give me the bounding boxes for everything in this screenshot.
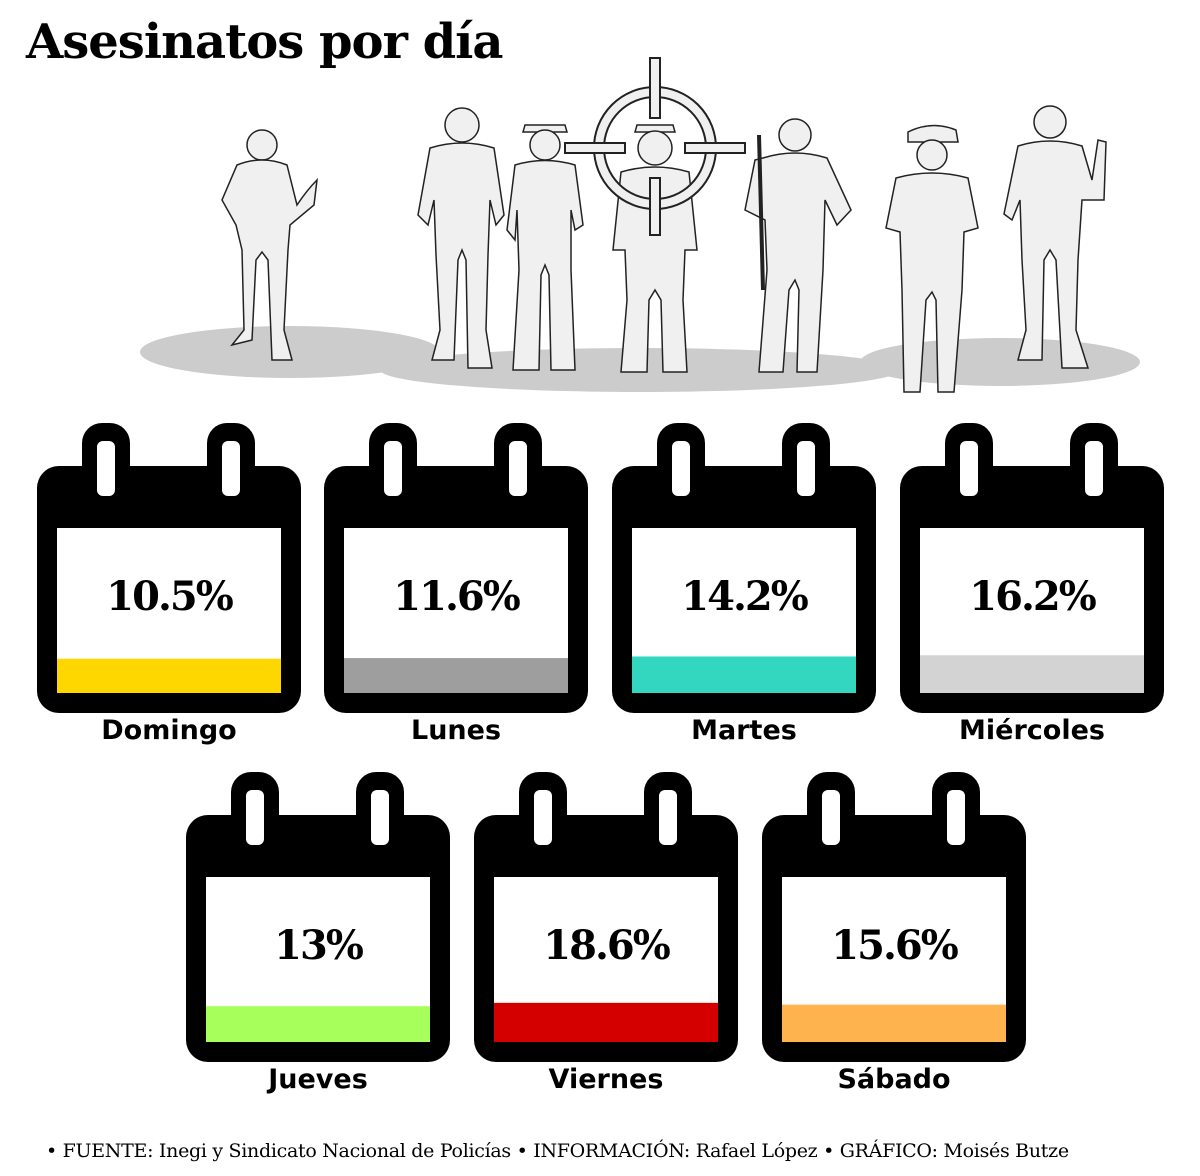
calendar-icon	[762, 772, 1026, 1062]
calendar-card: 11.6% Lunes	[324, 423, 588, 746]
crosshair-icon	[564, 57, 746, 236]
police-silhouette-icon	[612, 124, 698, 373]
calendar-icon	[37, 423, 301, 713]
percentage-label: 16.2%	[969, 573, 1096, 620]
police-silhouette-icon	[417, 107, 505, 369]
day-label: Domingo	[101, 715, 237, 746]
value-bar	[782, 1004, 1006, 1042]
percentage-label: 13%	[274, 922, 364, 969]
footer-credits: • FUENTE: Inegi y Sindicato Nacional de …	[46, 1140, 1069, 1162]
percentage-label: 11.6%	[393, 573, 520, 620]
day-label: Miércoles	[959, 715, 1105, 746]
value-bar	[344, 658, 568, 693]
day-label: Lunes	[410, 715, 502, 746]
calendar-icon	[900, 423, 1164, 713]
calendar-icon	[612, 423, 876, 713]
calendar-card: 15.6% Sábado	[762, 772, 1026, 1095]
day-label: Martes	[691, 715, 797, 746]
calendar-card: 13% Jueves	[186, 772, 450, 1095]
percentage-label: 14.2%	[681, 573, 808, 620]
page-title: Asesinatos por día	[26, 14, 503, 70]
percentage-label: 10.5%	[106, 573, 233, 620]
day-label: Sábado	[837, 1064, 951, 1095]
police-silhouette-icon	[1003, 105, 1107, 369]
value-bar	[494, 1002, 718, 1042]
police-silhouette-icon	[221, 129, 319, 361]
calendar-card: 10.5% Domingo	[37, 423, 301, 746]
percentage-label: 15.6%	[831, 922, 958, 969]
calendar-card: 14.2% Martes	[612, 423, 876, 746]
value-bar	[920, 655, 1144, 693]
calendar-card: 18.6% Viernes	[474, 772, 738, 1095]
calendar-card: 16.2% Miércoles	[900, 423, 1164, 746]
calendar-icon	[186, 772, 450, 1062]
police-illustration	[140, 57, 1140, 393]
percentage-label: 18.6%	[543, 922, 670, 969]
value-bar	[632, 656, 856, 693]
calendar-icon	[474, 772, 738, 1062]
police-silhouette-icon	[506, 124, 584, 371]
police-silhouette-icon	[885, 124, 979, 393]
calendar-icon	[324, 423, 588, 713]
value-bar	[206, 1006, 430, 1042]
value-bar	[57, 658, 281, 693]
day-label: Jueves	[268, 1064, 368, 1095]
day-label: Viernes	[548, 1064, 664, 1095]
police-silhouette-icon	[744, 118, 852, 373]
